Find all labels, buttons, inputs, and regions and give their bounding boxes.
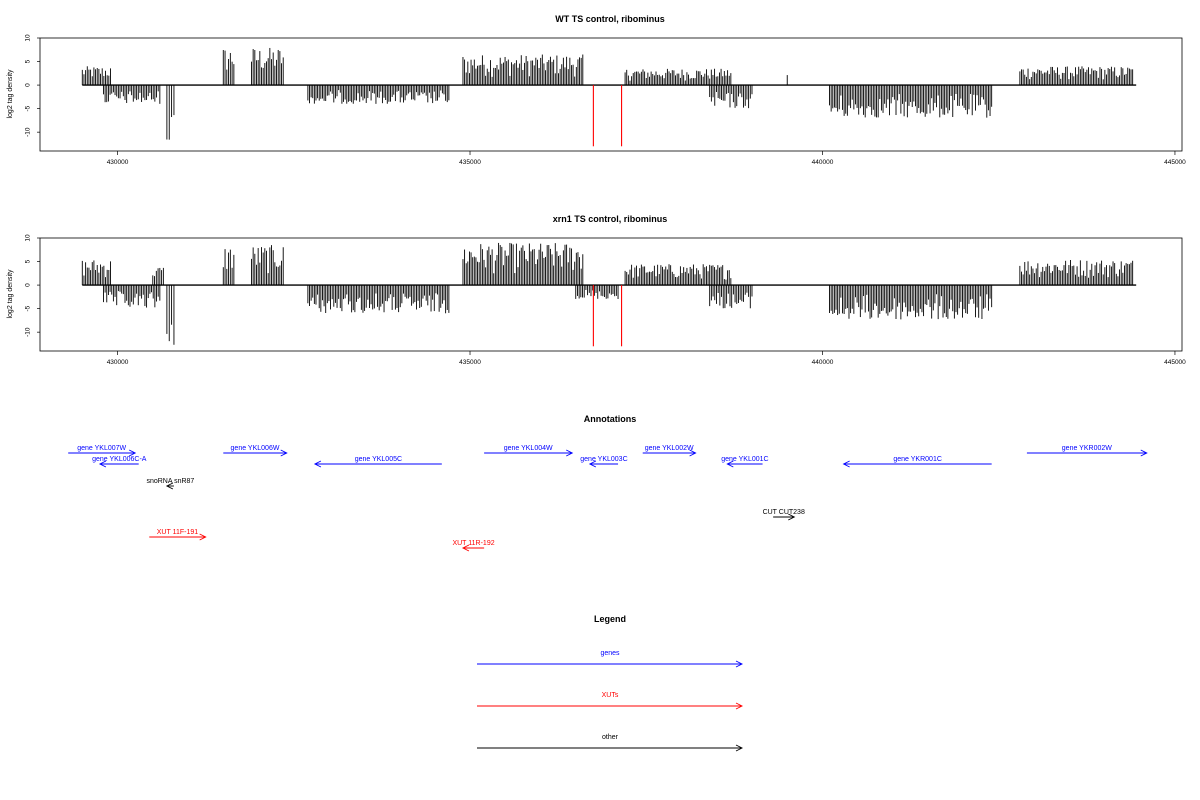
wt-y-tick-labels: 10 5 0 -5 -10 (25, 34, 40, 137)
y-tick-label: 10 (25, 234, 32, 242)
feature-arrowhead (280, 449, 288, 457)
y-tick-label: -5 (25, 105, 32, 111)
feature-arrowhead (199, 533, 207, 541)
annotations-title: Annotations (584, 414, 637, 424)
feature-label: gene YKL005C (355, 456, 402, 463)
xrn1-y-axis-label: log2 tag density (7, 269, 14, 319)
legend-title: Legend (594, 614, 626, 624)
x-tick-label: 445000 (1164, 359, 1186, 366)
xrn1-y-tick-labels: 10 5 0 -5 -10 (25, 234, 40, 337)
legend-item: other (477, 734, 744, 752)
x-tick-label: 440000 (812, 159, 834, 166)
xrn1-x-tick-labels: 430000 435000 440000 445000 (107, 351, 1186, 366)
annotations-panel: Annotations gene YKL007W gene YKL006C-A sn… (68, 414, 1148, 552)
legend-label: XUTs (602, 692, 619, 699)
x-tick-label: 440000 (812, 359, 834, 366)
wt-plot-frame (39, 37, 1183, 152)
wt-y-axis-label: log2 tag density (7, 69, 14, 119)
y-tick-label: 5 (25, 59, 32, 63)
x-tick-label: 445000 (1164, 159, 1186, 166)
feature-arrowhead (842, 460, 850, 468)
annotation-feature: snoRNA snR87 (146, 478, 194, 490)
feature-arrowhead (128, 449, 137, 457)
feature-label: gene YKL007W (77, 445, 126, 452)
feature-label: gene YKL004W (504, 445, 553, 452)
xrn1-density-bars (81, 242, 1137, 347)
feature-label: XUT 11R-192 (452, 540, 494, 547)
legend-items: genes XUTs other (477, 650, 744, 752)
x-tick-label: 435000 (459, 359, 481, 366)
legend-item: genes (477, 650, 744, 668)
legend-arrowhead (735, 744, 744, 752)
feature-label: XUT 11F-191 (157, 529, 198, 536)
legend-label: genes (600, 650, 620, 657)
annotation-feature: gene YKL004W (484, 445, 574, 457)
x-tick-label: 430000 (107, 159, 129, 166)
y-tick-label: 0 (25, 283, 32, 287)
feature-label: gene YKL002W (645, 445, 694, 452)
feature-label: gene YKR002W (1062, 445, 1112, 452)
feature-label: gene YKL006W (231, 445, 280, 452)
xrn1-plot-frame (39, 237, 1183, 352)
wt-x-tick-labels: 430000 435000 440000 445000 (107, 151, 1186, 166)
feature-label: gene YKL006C-A (92, 456, 147, 463)
feature-arrowhead (165, 482, 174, 490)
feature-arrowhead (1140, 449, 1148, 457)
annotation-feature: gene YKL002W (642, 445, 697, 457)
feature-arrowhead (726, 460, 734, 468)
feature-arrowhead (588, 460, 597, 468)
annotation-feature: gene YKL006C-A (92, 456, 147, 468)
y-tick-label: 10 (25, 34, 32, 42)
xrn1-track-panel: xrn1 TS control, ribominus log2 tag dens… (7, 214, 1186, 366)
annotation-feature: gene YKL001C (721, 456, 769, 468)
feature-label: CUT CUT238 (763, 509, 805, 516)
legend-arrowhead (735, 702, 744, 710)
annotation-features: gene YKL007W gene YKL006C-A snoRNA snR87 XU… (68, 445, 1148, 552)
x-tick-label: 435000 (459, 159, 481, 166)
legend-panel: Legend genes XUTs other (477, 614, 744, 752)
xrn1-track-title: xrn1 TS control, ribominus (553, 214, 668, 224)
feature-arrowhead (788, 513, 796, 521)
annotation-feature: gene YKL007W (68, 445, 137, 457)
annotation-feature: XUT 11R-192 (452, 540, 495, 552)
annotation-feature: gene YKL003C (580, 456, 628, 468)
feature-arrowhead (566, 449, 574, 457)
legend-item: XUTs (477, 692, 744, 710)
x-tick-label: 430000 (107, 359, 129, 366)
annotation-feature: gene YKL006W (223, 445, 288, 457)
feature-label: snoRNA snR87 (146, 478, 194, 485)
y-tick-label: 5 (25, 259, 32, 263)
feature-arrowhead (689, 449, 697, 457)
annotation-feature: XUT 11F-191 (149, 529, 207, 541)
y-tick-label: -10 (25, 327, 32, 337)
y-tick-label: -5 (25, 305, 32, 311)
legend-arrowhead (735, 660, 744, 668)
y-tick-label: -10 (25, 127, 32, 137)
feature-label: gene YKL001C (721, 456, 768, 463)
wt-density-bars (81, 47, 1137, 147)
feature-arrowhead (98, 460, 107, 468)
feature-arrowhead (461, 544, 470, 552)
feature-label: gene YKR001C (893, 456, 942, 463)
annotation-feature: CUT CUT238 (763, 509, 805, 521)
wt-track-panel: WT TS control, ribominus log2 tag densit… (7, 14, 1186, 166)
y-tick-label: 0 (25, 83, 32, 87)
feature-label: gene YKL003C (580, 456, 627, 463)
legend-label: other (602, 734, 619, 741)
annotation-feature: gene YKR001C (842, 456, 992, 468)
wt-track-title: WT TS control, ribominus (555, 14, 665, 24)
feature-arrowhead (313, 460, 322, 468)
annotation-feature: gene YKL005C (313, 456, 442, 468)
annotation-feature: gene YKR002W (1026, 445, 1148, 457)
